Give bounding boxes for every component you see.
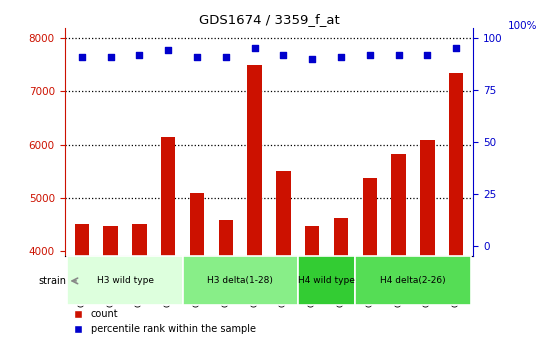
Point xyxy=(452,46,461,51)
Point xyxy=(135,52,144,57)
Bar xyxy=(161,137,175,345)
Point xyxy=(394,52,403,57)
Bar xyxy=(132,224,147,345)
Text: strain: strain xyxy=(38,276,66,286)
Point xyxy=(222,54,230,59)
Text: H4 delta(2-26): H4 delta(2-26) xyxy=(380,276,446,285)
Y-axis label: 100%: 100% xyxy=(508,21,537,31)
Bar xyxy=(103,226,118,345)
Bar xyxy=(356,256,471,305)
Point xyxy=(250,46,259,51)
Point xyxy=(337,54,345,59)
Bar xyxy=(305,226,320,345)
Point xyxy=(279,52,288,57)
Point xyxy=(365,52,374,57)
Bar xyxy=(363,178,377,345)
Bar xyxy=(334,218,348,345)
Bar xyxy=(247,65,262,345)
Bar xyxy=(182,256,298,305)
Bar xyxy=(67,256,182,305)
Text: H3 delta(1-28): H3 delta(1-28) xyxy=(207,276,273,285)
Bar xyxy=(190,193,204,345)
Text: H3 wild type: H3 wild type xyxy=(96,276,153,285)
Point xyxy=(107,54,115,59)
Bar xyxy=(298,256,356,305)
Bar xyxy=(218,220,233,345)
Point xyxy=(193,54,201,59)
Bar xyxy=(276,171,291,345)
Title: GDS1674 / 3359_f_at: GDS1674 / 3359_f_at xyxy=(199,13,339,27)
Bar xyxy=(449,73,463,345)
Point xyxy=(423,52,431,57)
Text: H4 wild type: H4 wild type xyxy=(298,276,355,285)
Bar xyxy=(75,225,89,345)
Bar xyxy=(391,154,406,345)
Point xyxy=(164,48,173,53)
Legend: count, percentile rank within the sample: count, percentile rank within the sample xyxy=(69,305,260,338)
Point xyxy=(77,54,86,59)
Bar xyxy=(420,140,435,345)
Point xyxy=(308,56,316,61)
